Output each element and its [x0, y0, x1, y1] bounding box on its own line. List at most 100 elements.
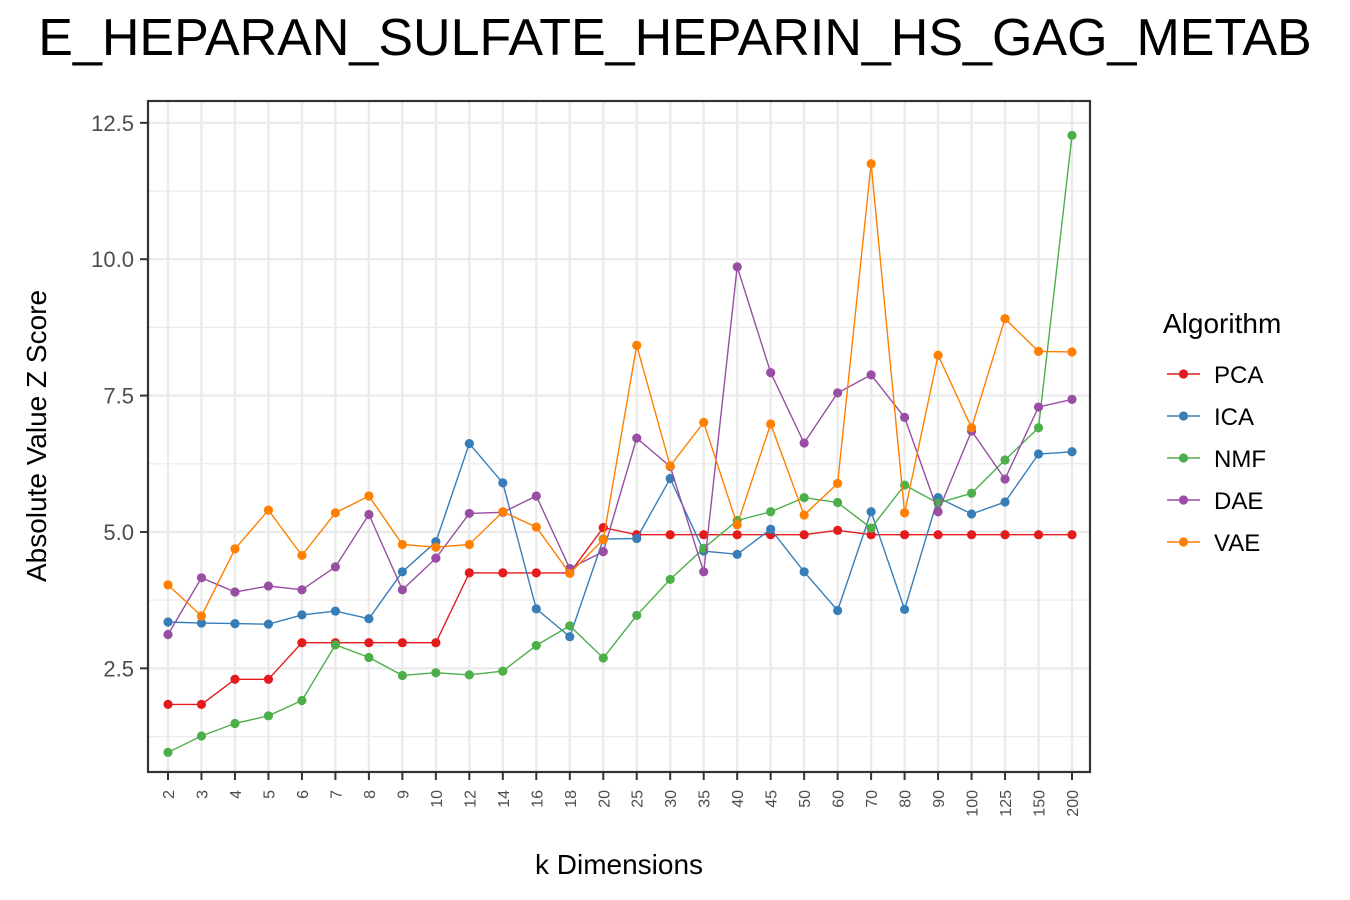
series-line-ica	[167, 442, 1073, 638]
x-tick-label: 35	[697, 790, 714, 808]
chart-title: E_HEPARAN_SULFATE_HEPARIN_HS_GAG_METAB	[0, 8, 1350, 84]
data-point	[866, 523, 876, 533]
data-point	[263, 581, 274, 591]
data-point	[1067, 530, 1077, 540]
x-tick-label: 100	[965, 790, 982, 817]
legend-item-dae: DAE	[1167, 488, 1263, 515]
x-tick-label: 16	[529, 790, 546, 808]
data-point	[263, 619, 274, 629]
data-point	[163, 617, 173, 627]
data-point	[364, 652, 374, 663]
data-point	[531, 522, 541, 532]
data-point	[799, 510, 809, 520]
legend-item-vae: VAE	[1167, 530, 1260, 557]
series-ica	[163, 438, 1077, 642]
x-tick-label: 70	[864, 790, 881, 808]
data-point	[498, 568, 508, 578]
data-point	[766, 524, 776, 534]
data-point	[833, 497, 843, 508]
data-point	[1067, 394, 1077, 405]
legend-label: PCA	[1214, 362, 1263, 389]
series-vae	[163, 159, 1077, 621]
data-point	[297, 585, 307, 595]
data-point	[565, 632, 575, 642]
data-point	[1067, 347, 1077, 357]
x-tick-label: 10	[429, 790, 446, 808]
x-tick-label: 30	[663, 790, 680, 808]
data-point	[297, 550, 307, 561]
data-point	[330, 562, 341, 572]
data-point	[431, 553, 441, 563]
data-point	[531, 640, 541, 651]
x-tick-label: 20	[596, 790, 613, 808]
legend-item-pca: PCA	[1167, 362, 1263, 389]
data-point	[1033, 423, 1044, 433]
data-point	[230, 544, 240, 554]
data-point	[297, 610, 307, 620]
data-point	[196, 618, 207, 628]
data-point	[665, 574, 675, 585]
data-point	[230, 587, 240, 597]
axes: 2.55.07.510.012.52 3 4 5 6 7 8 9 10 12 14 16 18 20 25 3…	[91, 99, 1092, 817]
legend-key-point	[1178, 411, 1189, 421]
data-point	[498, 478, 508, 488]
x-tick-label: 7	[328, 790, 345, 799]
data-point	[364, 614, 374, 624]
data-point	[632, 340, 642, 350]
data-point	[966, 488, 977, 498]
y-tick-label: 12.5	[91, 111, 134, 136]
data-point	[933, 530, 943, 540]
data-point	[163, 699, 173, 709]
data-point	[899, 530, 910, 540]
x-tick-label: 90	[931, 790, 948, 808]
series-nmf	[163, 130, 1077, 757]
data-point	[330, 640, 341, 650]
data-point	[632, 533, 642, 544]
data-point	[732, 520, 742, 530]
data-point	[966, 530, 977, 540]
data-point	[330, 508, 341, 518]
data-point	[1033, 449, 1044, 459]
data-point	[732, 530, 742, 540]
x-tick-label: 50	[797, 790, 814, 808]
data-point	[598, 653, 608, 663]
series-line-pca	[168, 526, 1072, 706]
data-point	[899, 508, 910, 518]
data-point	[699, 417, 709, 427]
data-point	[163, 580, 173, 590]
legend-label: DAE	[1214, 488, 1263, 515]
data-point	[263, 674, 274, 684]
data-point	[196, 699, 207, 709]
x-tick-label: 200	[1065, 790, 1082, 817]
data-point	[297, 695, 307, 706]
data-point	[1000, 314, 1010, 324]
y-axis-label: Absolute Value Z Score	[21, 290, 52, 582]
x-tick-label: 25	[630, 790, 647, 808]
data-point	[598, 535, 608, 545]
data-point	[1000, 497, 1010, 507]
x-tick-label: 12	[462, 790, 479, 808]
data-point	[1067, 130, 1077, 140]
chart-title-text: E_HEPARAN_SULFATE_HEPARIN_HS_GAG_METAB	[38, 9, 1312, 67]
data-point	[866, 507, 876, 517]
data-point	[833, 525, 843, 535]
x-tick-label: 9	[395, 790, 412, 799]
legend-item-nmf: NMF	[1167, 446, 1266, 473]
data-point	[431, 638, 441, 648]
data-point	[699, 530, 709, 540]
data-point	[397, 567, 407, 577]
x-axis-label: k Dimensions	[535, 849, 703, 880]
data-point	[1000, 474, 1010, 484]
data-point	[464, 568, 474, 578]
grid-lines	[148, 101, 1090, 772]
legend-key-point	[1178, 369, 1189, 379]
data-point	[163, 747, 173, 757]
data-point	[665, 473, 675, 484]
x-tick-label: 40	[730, 790, 747, 808]
data-point	[732, 549, 742, 559]
data-point	[431, 668, 441, 678]
data-point	[196, 573, 207, 583]
data-point	[464, 670, 474, 680]
data-point	[665, 530, 675, 540]
data-point	[364, 491, 374, 501]
